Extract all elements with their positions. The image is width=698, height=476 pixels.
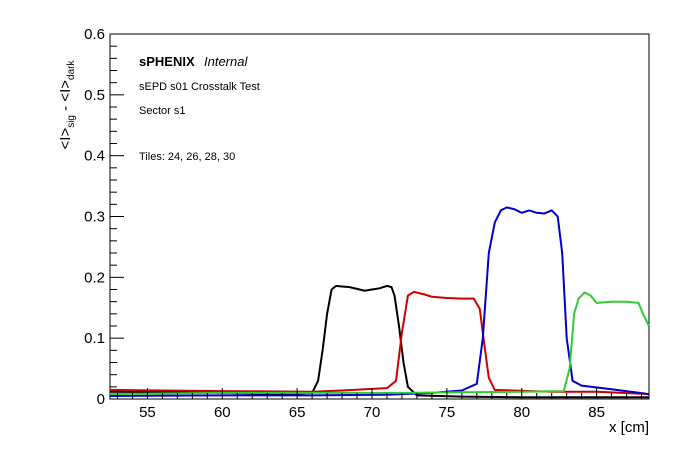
x-tick-label: 65: [289, 404, 306, 421]
sector-label: Sector s1: [139, 105, 185, 117]
test-name-label: sEPD s01 Crosstalk Test: [139, 81, 260, 93]
x-tick-label: 80: [513, 404, 530, 421]
y-axis-title-mid: -: [57, 102, 74, 115]
series-line-3: [109, 206, 650, 397]
x-tick-label: 70: [364, 404, 381, 421]
y-tick-label: 0.6: [84, 26, 105, 43]
series-line-2: [109, 290, 650, 396]
y-tick-label: 0.1: [84, 330, 105, 347]
x-tick-label: 55: [139, 404, 156, 421]
y-axis: 0 0.1 0.2 0.3 0.4 0.5 0.6: [84, 26, 124, 408]
y-axis-title-b-sub: dark: [66, 60, 77, 80]
y-tick-label: 0.4: [84, 148, 105, 165]
x-axis: 55 60 65 70 75 80 85: [116, 388, 643, 421]
y-axis-title: <I>sig - <I>dark: [57, 60, 77, 150]
y-axis-title-b: <I>: [57, 80, 74, 102]
x-tick-label: 60: [214, 404, 231, 421]
y-tick-label: 0.3: [84, 209, 105, 226]
y-tick-label: 0.2: [84, 269, 105, 286]
x-tick-label: 85: [588, 404, 605, 421]
y-axis-title-a: <I>: [57, 128, 74, 150]
series-layer: [109, 206, 650, 399]
x-tick-label: 75: [439, 404, 456, 421]
status-label: Internal: [204, 54, 248, 69]
y-tick-label: 0.5: [84, 87, 105, 104]
tiles-label: Tiles: 24, 26, 28, 30: [139, 151, 235, 163]
y-axis-title-a-sub: sig: [66, 115, 77, 128]
x-axis-title: x [cm]: [609, 419, 649, 436]
experiment-label: sPHENIX: [139, 54, 195, 69]
y-tick-label: 0: [97, 391, 105, 408]
series-line-4: [109, 291, 650, 396]
series-line-1: [109, 284, 649, 399]
